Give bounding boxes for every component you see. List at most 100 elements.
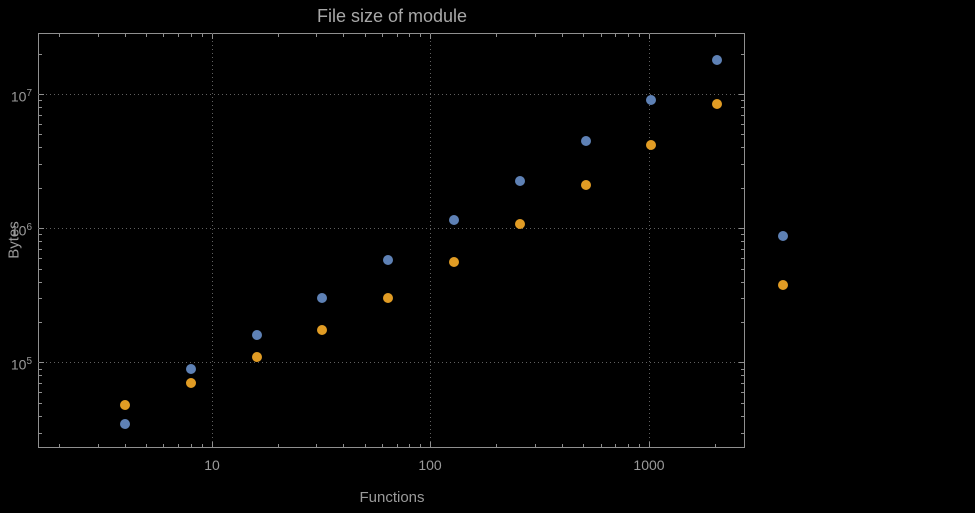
x-tick-mark xyxy=(715,34,716,37)
x-tick-mark xyxy=(615,444,616,447)
x-tick-mark xyxy=(535,34,536,37)
y-tick-mark xyxy=(39,362,44,363)
y-tick-mark xyxy=(741,375,744,376)
y-tick-mark xyxy=(39,107,42,108)
x-tick-mark xyxy=(639,34,640,37)
grid-line-vertical xyxy=(649,33,650,448)
x-tick-mark xyxy=(628,444,629,447)
x-tick-mark xyxy=(125,34,126,37)
data-point-series-2 xyxy=(251,351,262,362)
y-tick-mark xyxy=(39,433,42,434)
x-tick-mark xyxy=(98,444,99,447)
data-point-series-2 xyxy=(514,218,525,229)
y-tick-mark xyxy=(39,403,42,404)
x-tick-mark xyxy=(615,34,616,37)
x-tick-mark xyxy=(715,444,716,447)
y-tick-mark xyxy=(741,298,744,299)
x-tick-mark xyxy=(316,444,317,447)
grid-line-horizontal xyxy=(38,362,745,363)
grid-line-vertical xyxy=(212,33,213,448)
y-tick-mark xyxy=(39,234,42,235)
data-point-series-1 xyxy=(317,293,328,304)
y-tick-mark xyxy=(739,228,744,229)
x-tick-mark xyxy=(601,444,602,447)
y-tick-mark xyxy=(741,234,744,235)
x-tick-mark xyxy=(649,442,650,447)
data-point-series-1 xyxy=(712,54,722,65)
data-point-series-1 xyxy=(777,230,788,241)
x-tick-mark xyxy=(496,34,497,37)
y-tick-mark xyxy=(741,433,744,434)
y-tick-mark xyxy=(39,369,42,370)
y-tick-mark xyxy=(741,369,744,370)
x-tick-mark xyxy=(583,34,584,37)
y-tick-mark xyxy=(39,249,42,250)
x-tick-mark xyxy=(409,444,410,447)
y-tick-mark xyxy=(739,362,744,363)
y-tick-mark xyxy=(39,322,42,323)
x-tick-mark xyxy=(178,444,179,447)
y-tick-label: 105 xyxy=(10,356,32,373)
x-tick-mark xyxy=(59,34,60,37)
data-point-series-1 xyxy=(580,135,591,146)
x-axis-label: Functions xyxy=(359,489,425,506)
y-tick-mark xyxy=(741,164,744,165)
x-tick-mark xyxy=(628,34,629,37)
y-tick-mark xyxy=(39,298,42,299)
data-point-series-2 xyxy=(383,293,394,304)
y-tick-mark xyxy=(741,134,744,135)
data-point-series-2 xyxy=(712,98,722,109)
x-tick-mark xyxy=(191,444,192,447)
y-tick-mark xyxy=(39,416,42,417)
x-tick-mark xyxy=(420,444,421,447)
y-tick-mark xyxy=(39,124,42,125)
y-tick-mark xyxy=(741,100,744,101)
y-tick-mark xyxy=(39,94,44,95)
y-tick-mark xyxy=(39,228,44,229)
y-tick-mark xyxy=(741,416,744,417)
data-point-series-1 xyxy=(646,95,657,106)
x-tick-label: 1000 xyxy=(633,457,665,473)
y-tick-mark xyxy=(39,115,42,116)
y-tick-mark xyxy=(741,392,744,393)
x-tick-mark xyxy=(397,444,398,447)
x-tick-mark xyxy=(178,34,179,37)
x-tick-mark xyxy=(146,34,147,37)
chart-title: File size of module xyxy=(316,6,468,26)
x-tick-mark xyxy=(639,444,640,447)
x-tick-mark xyxy=(59,444,60,447)
data-point-series-2 xyxy=(448,257,459,267)
x-tick-mark xyxy=(212,34,213,39)
y-tick-mark xyxy=(741,115,744,116)
x-tick-mark xyxy=(202,444,203,447)
y-tick-mark xyxy=(741,147,744,148)
data-point-series-1 xyxy=(185,363,196,374)
y-tick-mark xyxy=(741,107,744,108)
x-tick-label: 100 xyxy=(418,457,442,473)
y-tick-mark xyxy=(39,383,42,384)
grid-line-horizontal xyxy=(38,94,745,95)
y-tick-label: 106 xyxy=(10,222,32,239)
x-tick-mark xyxy=(212,442,213,447)
data-point-series-1 xyxy=(514,175,525,186)
x-tick-mark xyxy=(163,444,164,447)
y-tick-mark xyxy=(39,100,42,101)
plot-frame xyxy=(38,33,745,448)
x-tick-mark xyxy=(535,444,536,447)
x-tick-mark xyxy=(382,34,383,37)
y-tick-mark xyxy=(741,269,744,270)
y-tick-mark xyxy=(741,54,744,55)
y-tick-mark xyxy=(741,383,744,384)
data-point-series-2 xyxy=(580,180,591,190)
y-tick-mark xyxy=(39,392,42,393)
x-tick-mark xyxy=(382,444,383,447)
y-tick-mark xyxy=(39,54,42,55)
y-tick-mark xyxy=(741,188,744,189)
y-tick-mark xyxy=(39,375,42,376)
x-tick-mark xyxy=(125,444,126,447)
x-tick-mark xyxy=(562,444,563,447)
x-tick-mark xyxy=(420,34,421,37)
x-tick-mark xyxy=(316,34,317,37)
y-tick-mark xyxy=(739,94,744,95)
y-tick-mark xyxy=(741,282,744,283)
